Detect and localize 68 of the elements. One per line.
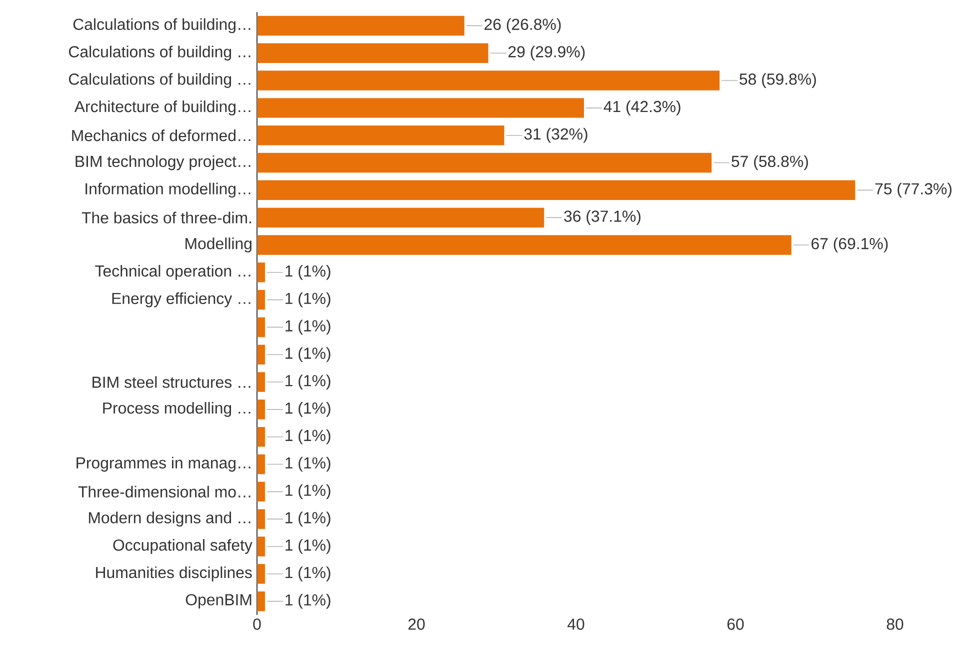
x-tick-label: 20 [408,618,425,630]
data-label: 26 (26.8%) [484,18,561,34]
y-tick-label: Calculations of building … [68,73,250,88]
y-tick-label: Humanities disciplines [96,566,252,582]
data-label: 1 (1%) [286,512,330,526]
bar [257,400,265,420]
data-label: 1 (1%) [286,594,330,609]
data-label: 1 (1%) [286,429,330,444]
y-tick-label: BIM steel structures … [92,376,250,388]
y-tick-label: Occupational safety [113,539,252,554]
data-label: 1 (1%) [286,566,330,582]
bar [257,235,792,255]
data-label: 1 (1%) [286,374,330,390]
y-tick-label: Programmes in manag… [76,456,250,472]
data-label: 1 (1%) [286,264,330,280]
x-tick-label: 80 [886,618,904,630]
y-tick-label: Mechanics of deformed… [72,129,250,142]
bar [257,509,265,529]
bar [257,482,265,502]
data-label: 29 (29.9%) [508,46,585,61]
bar [257,208,544,228]
data-label: 1 (1%) [286,292,330,308]
bar [257,426,265,447]
bar [257,372,265,392]
data-label: 67 (69.1%) [812,238,888,252]
y-tick-label: Energy efficiency … [112,292,250,308]
y-tick-label: Calculations of building… [73,18,250,34]
y-tick-label: Modelling [186,238,252,252]
x-tick-label: 40 [567,618,584,630]
y-tick-label: Calculations of building … [68,46,250,61]
y-tick-label: Information modelling… [86,182,250,198]
bar [257,70,720,90]
bar [257,43,488,63]
data-label: 31 (32%) [524,128,588,143]
bar [257,564,265,584]
y-tick-label: OpenBIM [186,594,252,609]
y-tick-label: Three-dimensional mo… [78,486,250,498]
y-tick-label: Modern designs and … [88,512,250,527]
y-tick-label: Technical operation … [95,264,250,280]
y-tick-label: Process modelling … [103,402,250,417]
bar [257,454,265,474]
bar [257,98,584,118]
data-label: 75 (77.3%) [875,182,952,198]
bar [257,125,504,146]
x-tick-label: 0 [253,618,261,630]
data-label: 57 (58.8%) [732,155,808,170]
data-label: 1 (1%) [286,402,330,417]
data-label: 1 (1%) [286,347,330,362]
data-label: 41 (42.3%) [604,100,680,116]
bar [257,536,265,556]
bar [257,317,265,338]
y-tick-label: The basics of three-dim. [82,212,251,224]
bar [257,152,712,173]
data-label: 1 (1%) [286,320,330,335]
data-label: 58 (59.8%) [740,73,816,88]
bar [257,262,265,282]
y-tick-label: BIM technology project… [76,155,250,170]
data-label: 36 (37.1%) [564,210,640,225]
x-tick-label: 60 [727,618,744,630]
data-label: 1 (1%) [286,456,330,472]
bar [257,180,856,200]
bar [257,591,265,612]
data-label: 1 (1%) [286,484,330,500]
bar [257,16,464,36]
data-label: 1 (1%) [286,539,330,554]
bar [257,290,265,310]
y-tick-label: Architecture of building… [74,100,250,116]
bar [257,344,265,364]
